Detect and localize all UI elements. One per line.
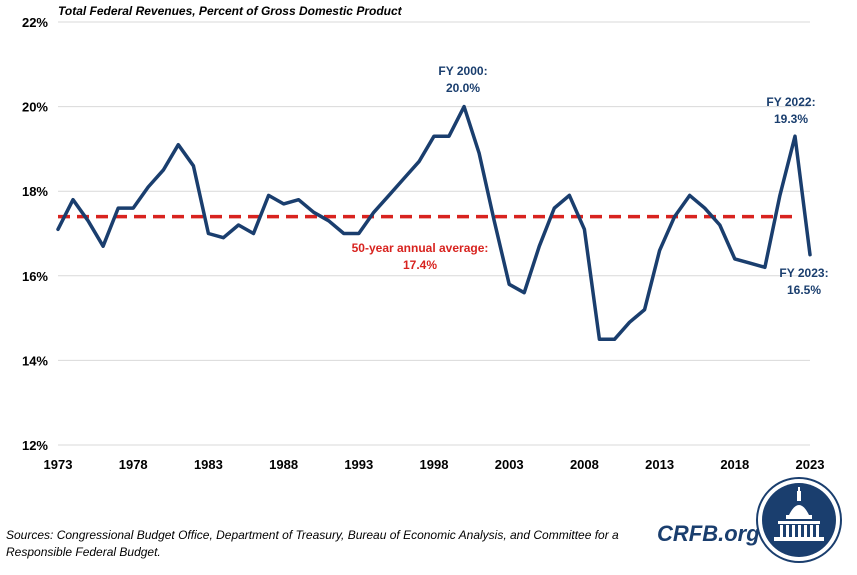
x-tick-label: 2013 — [645, 457, 674, 472]
data-point — [373, 211, 375, 214]
data-point — [583, 228, 586, 231]
data-point — [87, 220, 89, 222]
annotation-label: 17.4% — [403, 258, 437, 272]
data-point — [312, 211, 315, 214]
data-point — [147, 186, 150, 188]
data-point — [72, 198, 74, 201]
data-point — [508, 283, 511, 286]
data-point — [207, 232, 210, 235]
x-tick-label: 1978 — [119, 457, 148, 472]
data-point — [57, 228, 59, 231]
x-tick-label: 1973 — [44, 457, 73, 472]
data-point — [177, 143, 180, 146]
data-point — [794, 135, 796, 138]
data-point — [749, 262, 751, 264]
data-point — [764, 266, 766, 269]
data-point — [297, 198, 300, 201]
data-point — [358, 232, 360, 235]
data-point — [102, 245, 104, 247]
annotation-label: FY 2000: — [438, 64, 487, 78]
series-line — [56, 104, 812, 342]
data-point — [448, 135, 450, 138]
data-point — [718, 224, 721, 226]
gridlines — [58, 21, 810, 446]
y-tick-label: 22% — [22, 15, 48, 30]
data-point — [132, 207, 134, 209]
data-point — [237, 224, 240, 226]
annotation-label: FY 2022: — [766, 95, 815, 109]
x-tick-label: 1983 — [194, 457, 223, 472]
series-group — [56, 104, 812, 342]
data-point — [538, 245, 541, 247]
data-point — [342, 232, 345, 235]
data-point — [493, 220, 495, 222]
annotation-label: 19.3% — [774, 112, 808, 126]
annotation-label: 16.5% — [787, 283, 821, 297]
data-point — [658, 249, 661, 252]
data-point — [162, 169, 165, 171]
axes: 12% 14% 16% 18% 20% 22% 1973 1978 1983 1988 1993 19… — [22, 15, 824, 472]
data-point — [267, 194, 270, 197]
data-point — [252, 232, 255, 235]
data-point — [553, 207, 556, 209]
data-point — [478, 152, 480, 154]
data-point — [628, 321, 631, 324]
data-point — [117, 207, 119, 209]
chart: 12% 14% 16% 18% 20% 22% 1973 1978 1983 1988 1993 19… — [22, 4, 829, 472]
annotation-label: 50-year annual average: — [352, 241, 489, 255]
x-tick-label: 2018 — [720, 457, 749, 472]
y-tick-label: 20% — [22, 100, 48, 115]
chart-title: Total Federal Revenues, Percent of Gross… — [58, 4, 403, 18]
data-point — [192, 165, 195, 167]
x-tick-label: 2008 — [570, 457, 599, 472]
annotation-label: 20.0% — [446, 81, 480, 95]
data-point — [643, 308, 646, 311]
data-point — [779, 194, 781, 197]
annotation-label: FY 2023: — [779, 266, 828, 280]
data-point — [734, 258, 736, 260]
data-point — [433, 135, 435, 138]
data-point — [598, 338, 601, 341]
data-point — [523, 291, 526, 294]
brand-link[interactable]: CRFB.org — [657, 521, 760, 546]
x-tick-label: 2023 — [796, 457, 825, 472]
data-point — [809, 253, 811, 256]
data-point — [703, 207, 706, 209]
annotations: FY 2000: 20.0% FY 2022: 19.3% FY 2023: 16.5% 5… — [352, 64, 829, 297]
data-point — [613, 338, 616, 341]
x-tick-label: 1993 — [344, 457, 373, 472]
data-point — [568, 194, 571, 197]
x-tick-label: 2003 — [495, 457, 524, 472]
data-point — [418, 160, 420, 163]
y-tick-label: 18% — [22, 184, 48, 199]
data-point — [327, 220, 330, 222]
data-point — [282, 203, 285, 205]
y-tick-label: 14% — [22, 353, 48, 368]
x-tick-label: 1998 — [420, 457, 449, 472]
y-tick-label: 12% — [22, 438, 48, 453]
data-point — [463, 105, 465, 108]
data-point — [222, 236, 225, 239]
source-note: Sources: Congressional Budget Office, De… — [6, 528, 619, 559]
y-tick-label: 16% — [22, 269, 48, 284]
crfb-seal-logo — [756, 477, 842, 563]
data-point — [673, 215, 676, 218]
x-tick-label: 1988 — [269, 457, 298, 472]
data-point — [688, 194, 691, 197]
data-point — [388, 194, 390, 197]
data-point — [403, 177, 405, 180]
